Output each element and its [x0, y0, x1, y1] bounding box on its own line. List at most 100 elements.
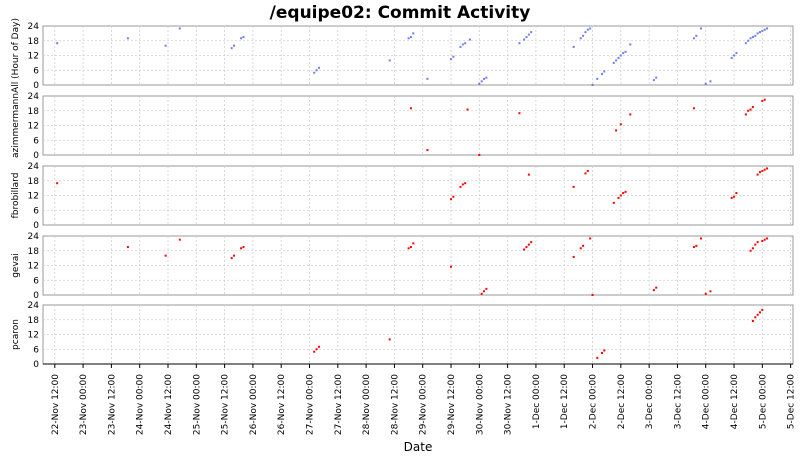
data-point — [733, 54, 736, 57]
data-point — [523, 248, 526, 251]
x-tick-label: 5-Dec 00:00 — [758, 374, 768, 429]
data-point — [586, 169, 589, 172]
x-tick-label: 22-Nov 12:00 — [51, 374, 61, 435]
data-point — [730, 196, 733, 199]
data-point — [754, 243, 757, 246]
data-point — [596, 77, 599, 80]
data-point — [126, 246, 129, 249]
data-point — [523, 38, 526, 41]
data-point — [468, 38, 471, 41]
data-point — [572, 45, 575, 48]
y-tick-label: 24 — [28, 92, 40, 102]
data-point — [315, 69, 318, 72]
y-tick-label: 18 — [28, 107, 40, 117]
data-point — [761, 169, 764, 172]
x-tick-label: 26-Nov 12:00 — [277, 374, 287, 435]
data-point — [761, 29, 764, 32]
x-tick-label: 3-Dec 12:00 — [673, 374, 683, 429]
data-point — [459, 45, 462, 48]
y-tick-label: 6 — [33, 345, 39, 355]
data-point — [315, 348, 318, 351]
data-point — [692, 246, 695, 249]
data-point — [584, 31, 587, 34]
y-axis-label: pcaron — [11, 319, 21, 350]
data-point — [579, 247, 582, 250]
x-tick-label: 24-Nov 00:00 — [136, 374, 146, 435]
y-tick-label: 12 — [28, 331, 39, 341]
data-point — [763, 98, 766, 101]
data-point — [758, 311, 761, 314]
panel-gevai: 0 6 12 18 24 gevai — [11, 232, 794, 301]
data-point — [735, 52, 738, 55]
data-point — [744, 42, 747, 45]
data-point — [751, 247, 754, 250]
data-point — [758, 171, 761, 174]
data-point — [655, 76, 658, 79]
y-tick-label: 0 — [33, 221, 39, 231]
data-point — [763, 238, 766, 241]
data-point — [459, 185, 462, 188]
panel-azimmermann: 0 6 12 18 24 azimmermann — [11, 92, 794, 161]
data-point — [766, 27, 769, 30]
data-point — [461, 183, 464, 186]
y-tick-label: 0 — [33, 81, 39, 91]
data-point — [615, 59, 618, 62]
x-tick-label: 25-Nov 12:00 — [221, 374, 231, 435]
y-tick-label: 0 — [33, 291, 39, 301]
data-point — [695, 34, 698, 37]
x-tick-label: 28-Nov 00:00 — [362, 374, 372, 435]
data-point — [589, 237, 592, 240]
data-point — [230, 47, 233, 50]
chart-title: /equipe02: Commit Activity — [270, 3, 531, 23]
data-point — [409, 36, 412, 39]
data-point — [756, 173, 759, 176]
data-point — [483, 77, 486, 80]
x-tick-label: 30-Nov 00:00 — [475, 374, 485, 435]
data-point — [412, 242, 415, 245]
data-point — [622, 192, 625, 195]
data-point — [164, 44, 167, 47]
x-tick-label: 30-Nov 12:00 — [504, 374, 514, 435]
data-point — [530, 241, 533, 244]
y-tick-label: 0 — [33, 151, 39, 161]
data-point — [709, 80, 712, 83]
data-point — [761, 239, 764, 242]
data-point — [56, 182, 59, 185]
x-axis: 22-Nov 12:00 23-Nov 00:00 23-Nov 12:00 24-N… — [43, 363, 797, 435]
data-point — [763, 168, 766, 171]
data-point — [629, 113, 632, 116]
y-tick-label: 6 — [33, 136, 39, 146]
data-point — [617, 56, 620, 59]
data-point — [615, 129, 618, 132]
data-point — [461, 43, 464, 46]
data-point — [584, 172, 587, 175]
x-tick-label: 27-Nov 00:00 — [306, 374, 316, 435]
data-point — [709, 290, 712, 293]
data-point — [624, 50, 627, 53]
data-point — [603, 70, 606, 73]
data-point — [230, 257, 233, 260]
data-point — [730, 56, 733, 59]
data-point — [766, 167, 769, 170]
data-point — [388, 338, 391, 341]
x-tick-label: 26-Nov 00:00 — [249, 374, 259, 435]
data-point — [747, 109, 750, 112]
data-point — [735, 192, 738, 195]
x-tick-label: 2-Dec 00:00 — [589, 374, 599, 429]
data-point — [126, 37, 129, 40]
data-point — [624, 190, 627, 193]
data-point — [619, 123, 622, 126]
data-point — [582, 34, 585, 37]
data-point — [313, 71, 316, 74]
data-point — [600, 72, 603, 75]
data-point — [586, 28, 589, 31]
data-point — [317, 345, 320, 348]
y-tick-label: 12 — [28, 52, 39, 62]
data-point — [591, 294, 594, 296]
data-point — [485, 76, 488, 79]
data-point — [480, 292, 483, 295]
data-point — [700, 27, 703, 30]
data-point — [485, 287, 488, 290]
data-point — [527, 243, 530, 246]
x-tick-label: 25-Nov 00:00 — [192, 374, 202, 435]
